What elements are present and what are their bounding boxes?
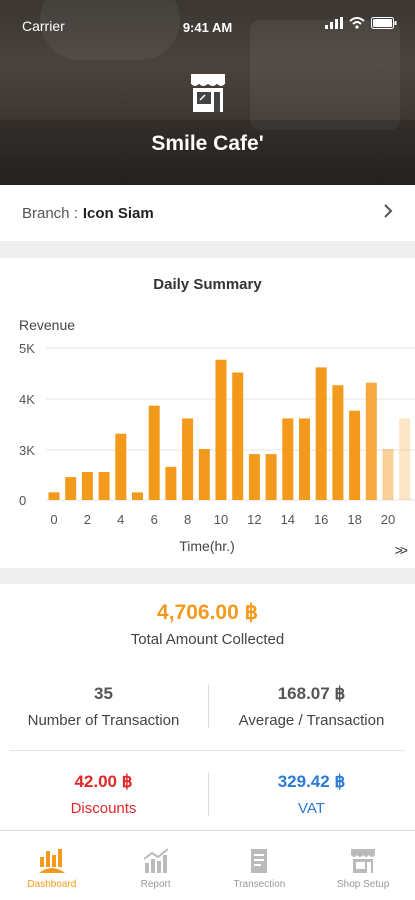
tab-shop-setup[interactable]: Shop Setup: [311, 831, 415, 900]
x-tick-label: 18: [347, 512, 361, 527]
bar-hour-2[interactable]: [81, 471, 93, 500]
bar-hour-7[interactable]: [165, 466, 177, 500]
tab-bar: Dashboard Report Transection: [0, 830, 415, 900]
y-tick-label: 5K: [19, 341, 35, 356]
daily-summary-card: Daily Summary Revenue 5K 4K 3K 0 0 2 4 6 8 10 12 14 1…: [0, 258, 415, 568]
store-icon: [351, 849, 376, 873]
x-tick-label: 6: [151, 512, 158, 527]
chevron-right-icon: [384, 204, 393, 218]
y-axis-label: Revenue: [19, 317, 75, 333]
tab-transection[interactable]: Transection: [208, 831, 312, 900]
clock: 9:41 AM: [182, 20, 233, 35]
tab-report[interactable]: Report: [104, 831, 208, 900]
bar-hour-20[interactable]: [382, 449, 394, 500]
bar-hour-9[interactable]: [198, 449, 210, 500]
bar-hour-10[interactable]: [215, 359, 227, 500]
bar-hour-16[interactable]: [315, 367, 327, 500]
revenue-chart: Revenue 5K 4K 3K 0 0 2 4 6 8 10 12 14 16 18 20 Time(hr.): [19, 317, 415, 554]
vat-value: 329.42 ฿: [277, 772, 346, 791]
x-tick-label: 14: [281, 512, 295, 527]
y-tick-label: 4K: [19, 392, 35, 407]
transactions-value: 35: [94, 684, 113, 703]
dashboard-icon: [38, 849, 65, 873]
background-decoration: [250, 20, 400, 130]
bar-hour-8[interactable]: [182, 418, 194, 500]
bar-hour-14[interactable]: [282, 418, 294, 500]
bar-hour-13[interactable]: [265, 454, 277, 500]
total-amount-label: Total Amount Collected: [130, 631, 285, 648]
bar-hour-6[interactable]: [148, 405, 160, 500]
tab-label: Shop Setup: [336, 879, 390, 890]
x-tick-label: 8: [184, 512, 191, 527]
x-tick-label: 0: [50, 512, 57, 527]
carrier-label: Carrier: [22, 18, 65, 34]
bar-hour-11[interactable]: [232, 372, 244, 501]
y-tick-label: 3K: [19, 443, 35, 458]
shop-name: Smile Cafe': [151, 132, 264, 155]
bar-hour-0[interactable]: [48, 492, 60, 500]
x-tick-label: 4: [117, 512, 124, 527]
wifi-icon: [349, 17, 365, 29]
y-tick-label: 0: [19, 493, 26, 508]
tab-label: Transection: [233, 879, 286, 890]
bar-hour-12[interactable]: [248, 454, 260, 500]
discounts-value: 42.00 ฿: [74, 772, 133, 791]
average-label: Average / Transaction: [238, 712, 385, 729]
bar-hour-19[interactable]: [365, 382, 377, 500]
total-amount: 4,706.00 ฿: [157, 601, 258, 624]
average-stat: 168.07 ฿ Average / Transaction: [208, 684, 415, 729]
storefront-icon: [190, 74, 226, 112]
more-arrows-button[interactable]: >>: [394, 542, 408, 558]
divider: [208, 684, 209, 728]
bar-hour-15[interactable]: [299, 418, 310, 500]
transactions-label: Number of Transaction: [27, 712, 180, 729]
branch-value: Icon Siam: [82, 204, 154, 222]
tab-dashboard[interactable]: Dashboard: [0, 831, 104, 900]
signal-icon: [325, 17, 343, 29]
discounts-stat: 42.00 ฿ Discounts: [0, 772, 207, 817]
tab-label: Report: [140, 879, 171, 890]
battery-icon: [371, 17, 397, 29]
average-value: 168.07 ฿: [277, 684, 346, 703]
x-tick-label: 12: [247, 512, 261, 527]
x-tick-label: 20: [381, 512, 395, 527]
x-tick-label: 16: [314, 512, 328, 527]
divider: [10, 750, 405, 751]
branch-label: Branch :: [22, 204, 78, 222]
background-decoration: [40, 0, 180, 60]
status-icons: [325, 17, 397, 29]
status-bar: Carrier 9:41 AM: [0, 0, 415, 44]
vat-label: VAT: [298, 800, 325, 817]
bar-hour-18[interactable]: [349, 410, 361, 500]
bar-hour-21[interactable]: [399, 418, 411, 500]
receipt-icon: [251, 849, 268, 873]
tab-label: Dashboard: [27, 879, 77, 890]
bar-hour-4[interactable]: [115, 433, 127, 500]
bar-hour-5[interactable]: [132, 492, 143, 500]
x-tick-label: 10: [214, 512, 228, 527]
report-chart-icon: [143, 848, 169, 873]
vat-stat: 329.42 ฿ VAT: [208, 772, 415, 817]
bar-hour-3[interactable]: [98, 471, 110, 500]
background-decoration: [0, 120, 415, 185]
chart-title: Daily Summary: [153, 276, 262, 293]
summary-panel: 4,706.00 ฿ Total Amount Collected 35 Num…: [0, 584, 415, 830]
discounts-label: Discounts: [70, 800, 137, 817]
x-axis-label: Time(hr.): [179, 538, 234, 554]
header-banner: Carrier 9:41 AM: [0, 0, 415, 185]
divider: [208, 772, 209, 816]
x-tick-label: 2: [84, 512, 91, 527]
bar-hour-1[interactable]: [65, 477, 77, 500]
bar-hour-17[interactable]: [332, 385, 344, 500]
transactions-stat: 35 Number of Transaction: [0, 684, 207, 729]
branch-selector[interactable]: Branch : Icon Siam: [0, 185, 415, 241]
